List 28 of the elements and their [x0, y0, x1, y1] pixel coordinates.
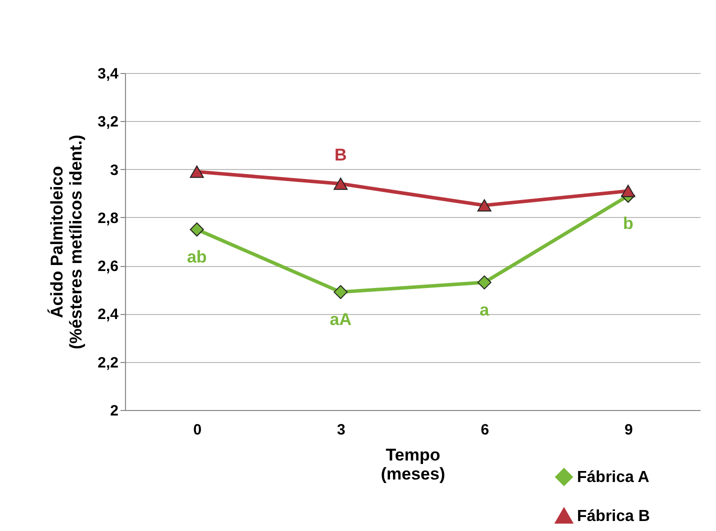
- legend-label: Fábrica A: [577, 469, 650, 486]
- annotation: b: [622, 214, 634, 233]
- x-tick-label: 3: [336, 422, 346, 438]
- y-tick-label: 2,2: [98, 354, 118, 372]
- y-tick-label: 2,4: [98, 306, 120, 324]
- point: [190, 222, 204, 236]
- y-tick-label: 3: [110, 162, 118, 179]
- point: [477, 199, 492, 212]
- annotation: B: [334, 146, 347, 165]
- legend-label: Fábrica B: [577, 508, 650, 525]
- y-tick-label: 2,8: [98, 210, 118, 227]
- point: [334, 285, 348, 300]
- y-tick-label: 3,2: [98, 114, 118, 131]
- x-axis-title: Tempo (meses): [380, 446, 446, 484]
- x-tick-label: 6: [480, 422, 490, 438]
- y-tick-label: 2,6: [98, 258, 118, 276]
- x-tick-label: 0: [193, 422, 202, 438]
- point: [477, 275, 492, 290]
- y-tick-label: 3,4: [98, 66, 120, 82]
- x-tick-label: 9: [624, 422, 633, 438]
- y-tick-label: 2: [110, 402, 118, 420]
- point: [621, 184, 636, 198]
- point: [334, 178, 348, 190]
- annotation: aA: [330, 310, 352, 330]
- annotation: ab: [186, 247, 207, 266]
- point: [190, 166, 204, 178]
- y-axis-title: Ácido Palmitoleico (%ésteres metílicos ident.): [46, 134, 86, 350]
- annotation: a: [480, 300, 490, 320]
